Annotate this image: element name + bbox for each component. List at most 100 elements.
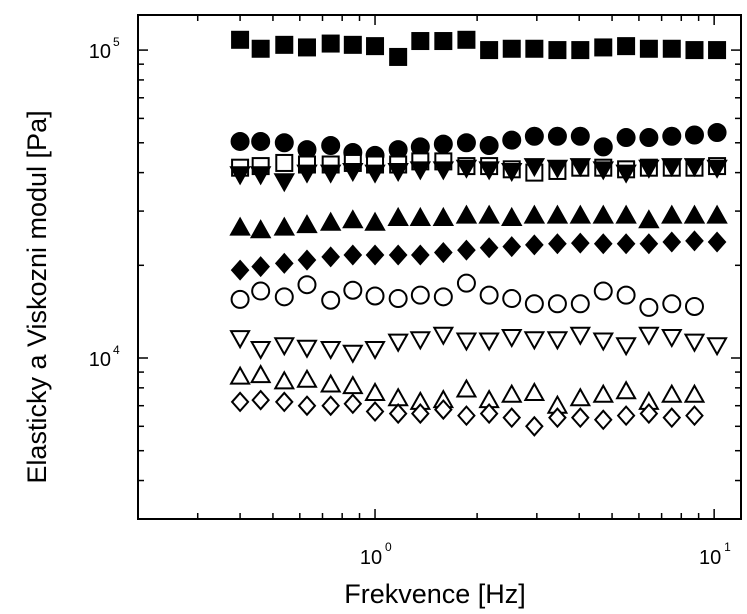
data-point-filled-triangle-up <box>432 206 455 226</box>
data-point-open-triangle-down <box>546 331 569 351</box>
data-point-filled-diamond <box>616 233 636 255</box>
data-point-filled-triangle-up <box>296 214 318 234</box>
data-point-open-circle <box>662 294 682 314</box>
data-point-filled-diamond <box>685 230 704 252</box>
data-point-filled-diamond <box>433 242 453 264</box>
y-tick-label-exponent: 5 <box>113 35 120 49</box>
data-point-filled-triangle-up <box>501 206 523 226</box>
data-point-open-circle <box>230 289 250 309</box>
data-point-filled-triangle-down <box>319 164 342 184</box>
data-point-filled-triangle-up <box>706 204 728 224</box>
data-point-filled-square <box>275 35 294 54</box>
data-point-filled-circle <box>547 126 567 146</box>
y-tick-label-exponent: 4 <box>113 343 120 357</box>
data-point-open-circle <box>616 285 636 305</box>
data-point-open-triangle-down <box>501 329 523 349</box>
data-point-open-diamond <box>457 405 476 427</box>
data-point-filled-diamond <box>410 244 430 266</box>
data-point-open-circle <box>365 286 385 306</box>
data-point-open-triangle-up <box>501 383 523 403</box>
x-axis-label: Frekvence [Hz] <box>344 579 526 609</box>
data-point-open-triangle-up <box>661 383 683 403</box>
data-point-filled-square <box>525 39 544 58</box>
data-point-filled-triangle-up <box>546 204 569 224</box>
data-point-open-circle <box>410 285 430 305</box>
data-point-filled-triangle-down <box>249 166 272 186</box>
data-point-filled-triangle-down <box>683 158 706 178</box>
data-point-filled-square <box>617 37 636 56</box>
data-point-open-diamond <box>639 403 659 425</box>
data-point-filled-square <box>708 41 727 60</box>
data-point-filled-diamond <box>502 236 522 258</box>
data-point-filled-triangle-down <box>523 158 546 178</box>
data-point-filled-triangle-down <box>661 158 683 178</box>
data-point-filled-diamond <box>479 237 499 259</box>
data-point-filled-diamond <box>297 249 317 271</box>
data-point-filled-diamond <box>639 233 659 255</box>
data-point-open-diamond <box>433 399 453 421</box>
data-point-filled-circle <box>251 131 271 151</box>
data-point-filled-square <box>366 37 385 56</box>
data-point-filled-triangle-up <box>342 209 364 229</box>
data-point-open-circle <box>388 289 408 309</box>
data-point-open-circle <box>593 281 613 301</box>
axis-ticks: 10 0 10 110 410 5 <box>89 15 741 569</box>
data-point-open-diamond <box>548 407 567 429</box>
data-point-open-triangle-up <box>364 381 386 401</box>
y-axis-label: Elasticky a Viskozni modul [Pa] <box>22 110 52 483</box>
data-point-open-triangle-up <box>249 364 272 384</box>
data-point-filled-square <box>251 39 270 58</box>
data-point-open-triangle-up <box>319 373 342 393</box>
data-point-filled-circle <box>433 134 453 154</box>
data-point-open-diamond <box>662 407 682 429</box>
data-point-filled-circle <box>230 131 250 151</box>
y-tick-label: 10 <box>89 41 111 63</box>
data-point-filled-square <box>685 41 704 60</box>
data-point-open-triangle-down <box>364 340 386 360</box>
data-point-open-circle <box>639 297 659 317</box>
data-point-open-circle <box>684 296 704 316</box>
data-point-filled-circle <box>479 135 499 155</box>
data-point-filled-triangle-down <box>455 159 478 179</box>
chart-marks <box>229 30 728 437</box>
data-point-filled-circle <box>524 126 544 146</box>
data-point-filled-diamond <box>274 252 294 274</box>
data-point-open-diamond <box>251 389 271 411</box>
data-point-open-diamond <box>274 391 294 413</box>
data-point-filled-square <box>411 32 430 51</box>
data-point-filled-circle <box>593 137 613 157</box>
data-point-filled-diamond <box>230 259 250 281</box>
data-point-filled-triangle-down <box>592 161 614 181</box>
data-point-open-diamond <box>593 409 613 431</box>
data-point-filled-triangle-up <box>455 204 478 224</box>
data-point-open-triangle-down <box>432 326 455 346</box>
data-point-filled-square <box>321 34 340 53</box>
data-point-open-diamond <box>570 407 590 429</box>
data-point-open-triangle-up <box>683 383 706 403</box>
data-point-open-triangle-down <box>661 329 683 349</box>
data-point-open-triangle-down <box>683 333 706 353</box>
data-point-open-circle <box>547 294 567 314</box>
data-point-filled-diamond <box>388 244 408 266</box>
data-point-open-triangle-down <box>249 340 272 360</box>
data-point-filled-diamond <box>707 231 727 253</box>
data-point-open-triangle-up <box>342 375 364 395</box>
data-point-filled-triangle-down <box>638 159 660 179</box>
data-point-filled-triangle-up <box>638 209 660 229</box>
data-point-open-triangle-up <box>569 387 592 407</box>
data-point-filled-square <box>639 39 658 58</box>
data-point-filled-triangle-down <box>229 166 251 186</box>
data-point-filled-square <box>480 41 499 60</box>
data-point-filled-triangle-down <box>615 164 637 184</box>
data-point-filled-square <box>231 30 250 49</box>
data-point-filled-triangle-up <box>387 206 409 226</box>
data-point-filled-diamond <box>343 244 363 266</box>
x-tick-label: 10 <box>699 547 721 569</box>
data-point-open-triangle-down <box>229 330 251 350</box>
data-point-open-triangle-down <box>273 337 295 357</box>
y-tick-label: 10 <box>89 349 111 371</box>
data-point-open-triangle-down <box>706 337 728 357</box>
data-point-open-diamond <box>365 401 385 423</box>
data-point-open-triangle-up <box>387 387 409 407</box>
